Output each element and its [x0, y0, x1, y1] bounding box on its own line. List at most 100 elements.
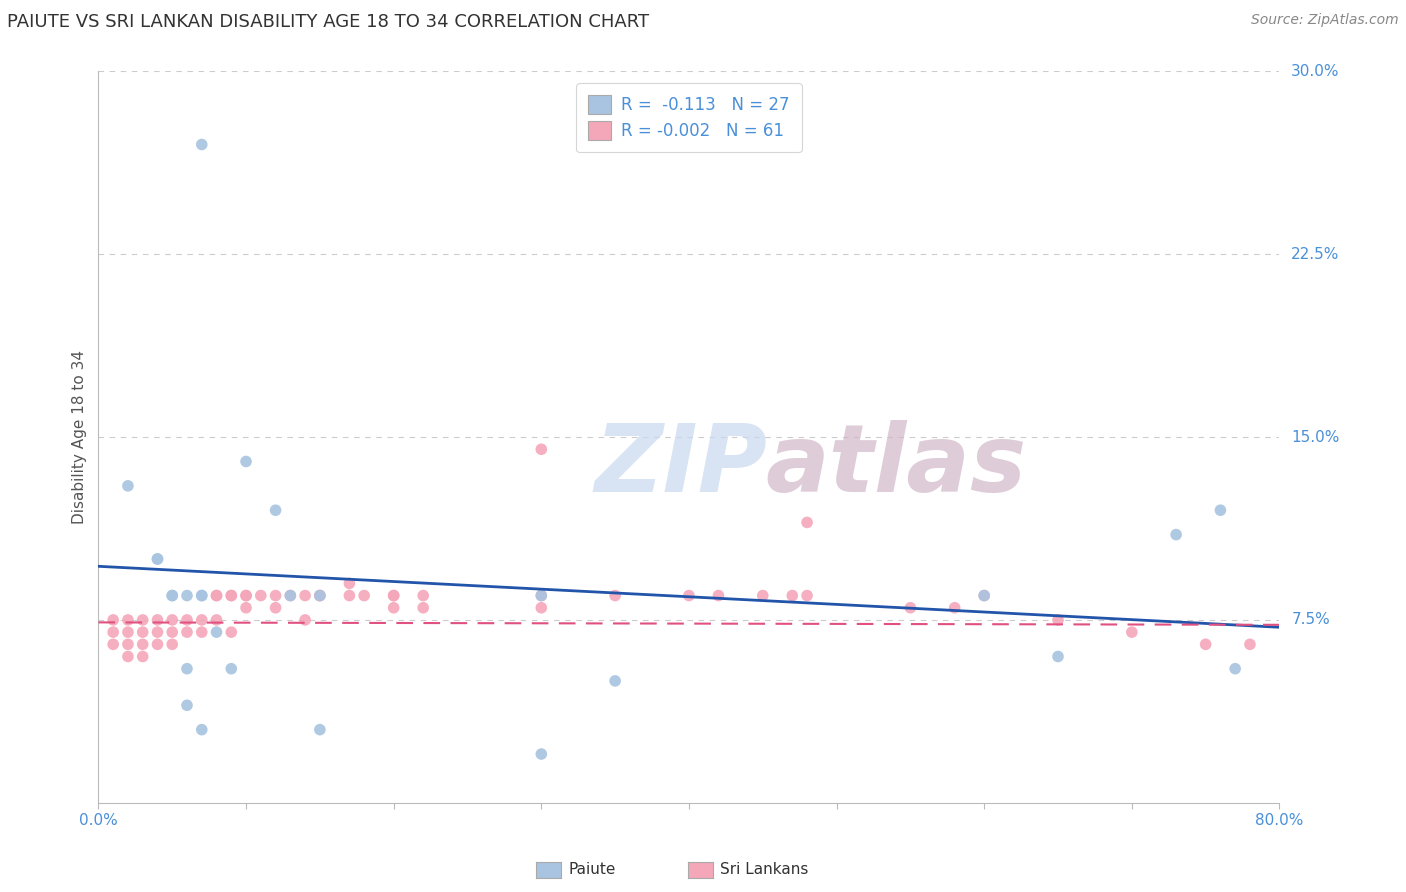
- Point: [219, 589, 242, 603]
- Point: [294, 589, 316, 603]
- Point: [191, 589, 214, 603]
- Point: [146, 552, 169, 566]
- Point: [117, 613, 139, 627]
- Point: [353, 589, 375, 603]
- Point: [191, 625, 214, 640]
- Point: [205, 589, 228, 603]
- Point: [146, 552, 169, 566]
- Text: Sri Lankans: Sri Lankans: [720, 863, 808, 877]
- Point: [191, 137, 214, 152]
- Text: ZIP: ZIP: [595, 420, 768, 512]
- Text: 30.0%: 30.0%: [1291, 64, 1340, 78]
- Point: [678, 589, 700, 603]
- Point: [382, 589, 405, 603]
- Point: [1209, 503, 1232, 517]
- Point: [219, 589, 242, 603]
- Point: [146, 637, 169, 651]
- Point: [219, 662, 242, 676]
- Point: [973, 589, 995, 603]
- Point: [132, 625, 155, 640]
- Point: [117, 625, 139, 640]
- Point: [191, 723, 214, 737]
- Point: [264, 589, 287, 603]
- Point: [205, 589, 228, 603]
- Point: [176, 589, 198, 603]
- Point: [530, 747, 553, 761]
- Point: [1195, 637, 1218, 651]
- Point: [176, 613, 198, 627]
- Point: [219, 625, 242, 640]
- Point: [796, 589, 818, 603]
- Point: [117, 479, 139, 493]
- Point: [530, 600, 553, 615]
- Point: [309, 723, 332, 737]
- Point: [235, 589, 257, 603]
- Point: [205, 625, 228, 640]
- Point: [1164, 527, 1187, 541]
- Point: [973, 589, 995, 603]
- Text: 7.5%: 7.5%: [1291, 613, 1330, 627]
- Point: [117, 637, 139, 651]
- Point: [1121, 625, 1143, 640]
- Point: [796, 516, 818, 530]
- Point: [412, 600, 434, 615]
- Point: [162, 637, 183, 651]
- Point: [605, 589, 627, 603]
- Point: [382, 589, 405, 603]
- Point: [278, 589, 302, 603]
- Point: [146, 613, 169, 627]
- Point: [117, 649, 139, 664]
- Point: [235, 589, 257, 603]
- Point: [412, 589, 434, 603]
- Point: [176, 625, 198, 640]
- Point: [943, 600, 966, 615]
- Point: [530, 589, 553, 603]
- Point: [309, 589, 332, 603]
- Point: [191, 589, 214, 603]
- Point: [1223, 662, 1246, 676]
- Point: [264, 600, 287, 615]
- Point: [294, 613, 316, 627]
- Text: PAIUTE VS SRI LANKAN DISABILITY AGE 18 TO 34 CORRELATION CHART: PAIUTE VS SRI LANKAN DISABILITY AGE 18 T…: [7, 13, 650, 31]
- Point: [176, 662, 198, 676]
- Point: [205, 613, 228, 627]
- Point: [1239, 637, 1261, 651]
- Legend: R =  -0.113   N = 27, R = -0.002   N = 61: R = -0.113 N = 27, R = -0.002 N = 61: [576, 83, 801, 152]
- Point: [235, 454, 257, 468]
- Point: [1046, 613, 1069, 627]
- Point: [278, 589, 302, 603]
- Point: [250, 589, 273, 603]
- Text: Source: ZipAtlas.com: Source: ZipAtlas.com: [1251, 13, 1399, 28]
- Point: [191, 613, 214, 627]
- Point: [309, 589, 332, 603]
- Point: [176, 698, 198, 713]
- Point: [132, 613, 155, 627]
- Point: [900, 600, 922, 615]
- Point: [132, 649, 155, 664]
- Point: [103, 625, 125, 640]
- Text: atlas: atlas: [766, 420, 1026, 512]
- Point: [337, 576, 360, 591]
- Point: [707, 589, 730, 603]
- Text: Paiute: Paiute: [568, 863, 616, 877]
- Point: [751, 589, 773, 603]
- Point: [146, 625, 169, 640]
- Point: [1046, 649, 1069, 664]
- Point: [530, 442, 553, 457]
- Point: [162, 589, 183, 603]
- Text: 15.0%: 15.0%: [1291, 430, 1340, 444]
- Point: [103, 637, 125, 651]
- Point: [382, 600, 405, 615]
- Point: [132, 637, 155, 651]
- Point: [235, 600, 257, 615]
- Point: [264, 503, 287, 517]
- Point: [162, 625, 183, 640]
- Text: 22.5%: 22.5%: [1291, 247, 1340, 261]
- Point: [605, 673, 627, 688]
- Point: [337, 589, 360, 603]
- Y-axis label: Disability Age 18 to 34: Disability Age 18 to 34: [72, 350, 87, 524]
- Point: [530, 589, 553, 603]
- Point: [309, 589, 332, 603]
- Point: [782, 589, 804, 603]
- Point: [162, 613, 183, 627]
